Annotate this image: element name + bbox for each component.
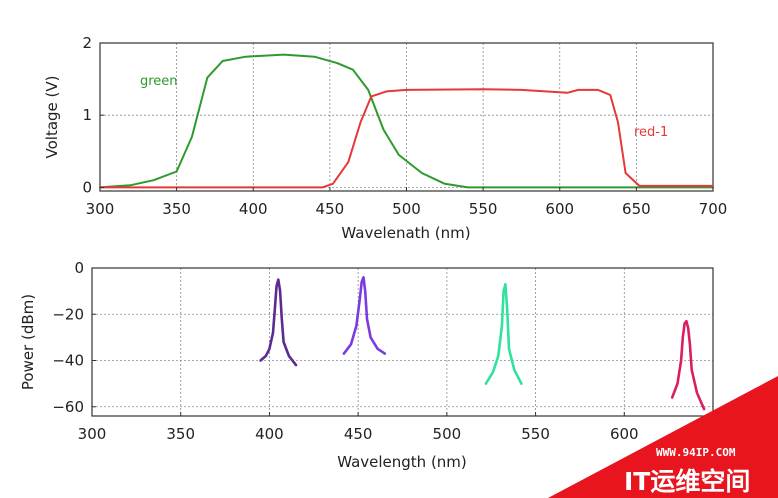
series-label-red-1: red-1 xyxy=(634,125,668,140)
x-tick-label: 350 xyxy=(162,200,191,218)
voltage-grid xyxy=(99,42,714,191)
series-label-green: green xyxy=(140,74,178,89)
x-tick-label: 550 xyxy=(469,200,498,218)
voltage-y-axis-label: Voltage (V) xyxy=(43,76,61,159)
y-tick-label: −20 xyxy=(52,305,84,323)
x-tick-label: 500 xyxy=(392,200,421,218)
watermark: WWW.94IP.COM IT运维空间 xyxy=(548,376,778,498)
power-y-ticks: 0 −20 −40 −60 xyxy=(52,259,96,416)
power-grid xyxy=(91,267,714,416)
voltage-x-axis-label: Wavelenath (nm) xyxy=(341,224,470,242)
x-tick-label: 450 xyxy=(344,425,373,443)
x-tick-label: 600 xyxy=(610,425,639,443)
spectrum-peak-4 xyxy=(670,319,706,411)
x-tick-label: 450 xyxy=(316,200,345,218)
series-line-green xyxy=(99,53,714,189)
power-series-group xyxy=(259,276,706,411)
y-tick-label: −60 xyxy=(52,398,84,416)
power-plot-frame xyxy=(91,267,714,417)
y-tick-label: 2 xyxy=(82,34,92,52)
y-tick-label: 0 xyxy=(74,259,84,277)
y-tick-label: 1 xyxy=(82,106,92,124)
x-tick-label: 650 xyxy=(622,200,651,218)
y-tick-label: −40 xyxy=(52,352,84,370)
x-tick-label: 400 xyxy=(239,200,268,218)
x-tick-label: 350 xyxy=(166,425,195,443)
spectrum-peak-2 xyxy=(342,276,387,355)
spectrum-peak-1 xyxy=(259,278,298,367)
voltage-chart: 300 350 400 450 500 550 600 650 700 0 1 2 green re… xyxy=(43,34,727,242)
power-x-axis-label: Wavelength (nm) xyxy=(337,453,467,471)
y-tick-label: 0 xyxy=(82,178,92,196)
x-tick-label: 300 xyxy=(78,425,107,443)
power-y-axis-label: Power (dBm) xyxy=(19,294,37,390)
watermark-url: WWW.94IP.COM xyxy=(656,446,736,459)
x-tick-label: 550 xyxy=(521,425,550,443)
x-tick-label: 700 xyxy=(699,200,728,218)
watermark-triangle xyxy=(548,376,778,498)
x-tick-label: 400 xyxy=(255,425,284,443)
x-tick-label: 300 xyxy=(86,200,115,218)
watermark-text: IT运维空间 xyxy=(624,467,750,496)
series-line-red-1 xyxy=(99,88,714,189)
x-tick-label: 500 xyxy=(433,425,462,443)
voltage-y-ticks: 0 1 2 xyxy=(82,34,104,196)
spectrum-peak-3 xyxy=(484,282,523,385)
x-tick-label: 600 xyxy=(545,200,574,218)
voltage-series-group xyxy=(99,53,714,189)
voltage-x-ticks: 300 350 400 450 500 550 600 650 700 xyxy=(86,187,728,218)
